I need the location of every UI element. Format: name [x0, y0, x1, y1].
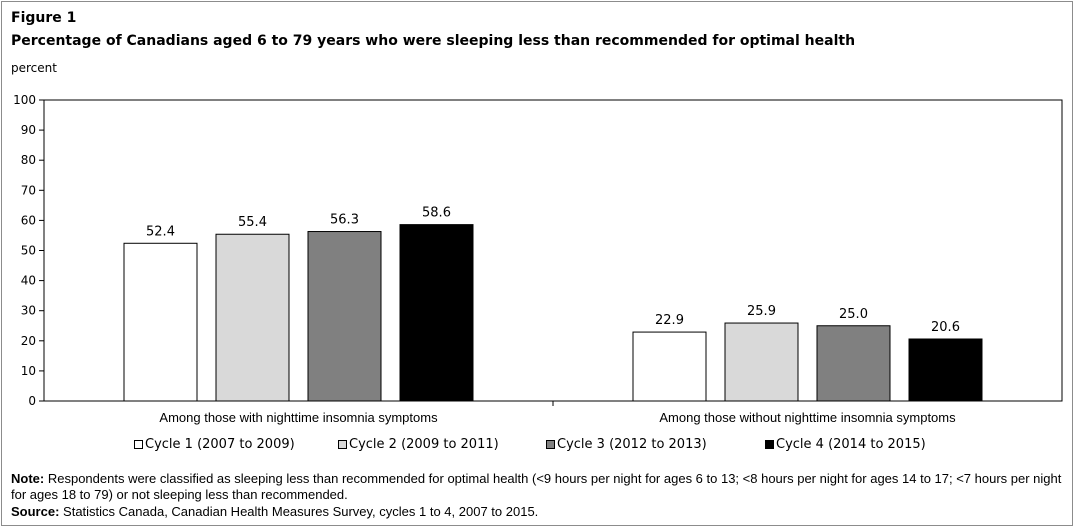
- y-tick-label: 60: [21, 213, 36, 227]
- bar: [399, 224, 474, 402]
- legend-label: Cycle 1 (2007 to 2009): [145, 437, 295, 452]
- x-category-label: Among those with nighttime insomnia symp…: [159, 410, 438, 425]
- figure-note: Note: Respondents were classified as sle…: [11, 471, 1063, 503]
- legend-label: Cycle 2 (2009 to 2011): [349, 437, 499, 452]
- y-tick-label: 70: [21, 183, 36, 197]
- data-label: 25.0: [839, 307, 868, 322]
- x-category-label: Among those without nighttime insomnia s…: [659, 410, 956, 425]
- y-tick-label: 50: [21, 244, 36, 258]
- data-label: 22.9: [655, 313, 684, 328]
- note-text: Respondents were classified as sleeping …: [11, 471, 1062, 502]
- data-label: 52.4: [146, 224, 175, 239]
- figure-label: Figure 1: [11, 10, 77, 26]
- bar-chart: 0 10 20 30 40 50 60 70 80 90 100 52.4 55.4 56.3 58.6 Am…: [13, 93, 1063, 425]
- legend-label: Cycle 3 (2012 to 2013): [557, 437, 707, 452]
- source-text: Statistics Canada, Canadian Health Measu…: [63, 504, 539, 519]
- y-tick-label: 100: [13, 93, 36, 107]
- y-tick-label: 10: [21, 364, 36, 378]
- bar: [816, 325, 891, 402]
- y-tick-label: 20: [21, 334, 36, 348]
- bar: [307, 231, 382, 402]
- bar: [632, 331, 707, 402]
- y-axis-unit: percent: [11, 61, 57, 75]
- note-label: Note:: [11, 471, 45, 486]
- legend-swatch: [338, 440, 347, 449]
- data-label: 55.4: [238, 215, 267, 230]
- bar: [215, 233, 290, 402]
- figure-source: Source: Statistics Canada, Canadian Heal…: [11, 504, 538, 520]
- legend-item: Cycle 2 (2009 to 2011): [338, 437, 499, 452]
- data-label: 25.9: [747, 304, 776, 319]
- source-label: Source:: [11, 504, 60, 519]
- bar: [123, 242, 198, 402]
- legend-label: Cycle 4 (2014 to 2015): [776, 437, 926, 452]
- legend-item: Cycle 1 (2007 to 2009): [134, 437, 295, 452]
- y-tick-label: 0: [28, 394, 36, 408]
- legend-swatch: [134, 440, 143, 449]
- legend-item: Cycle 4 (2014 to 2015): [765, 437, 926, 452]
- bar: [724, 322, 799, 402]
- y-tick-label: 80: [21, 153, 36, 167]
- data-label: 58.6: [422, 206, 451, 221]
- chart-legend: Cycle 1 (2007 to 2009) Cycle 2 (2009 to 2…: [0, 437, 1076, 455]
- data-label: 20.6: [931, 320, 960, 335]
- y-tick-label: 40: [21, 274, 36, 288]
- figure-title: Percentage of Canadians aged 6 to 79 yea…: [11, 33, 856, 49]
- y-tick-label: 30: [21, 304, 36, 318]
- legend-swatch: [765, 440, 774, 449]
- legend-item: Cycle 3 (2012 to 2013): [546, 437, 707, 452]
- legend-swatch: [546, 440, 555, 449]
- y-tick-label: 90: [21, 123, 36, 137]
- bar: [908, 338, 983, 402]
- data-label: 56.3: [330, 213, 359, 228]
